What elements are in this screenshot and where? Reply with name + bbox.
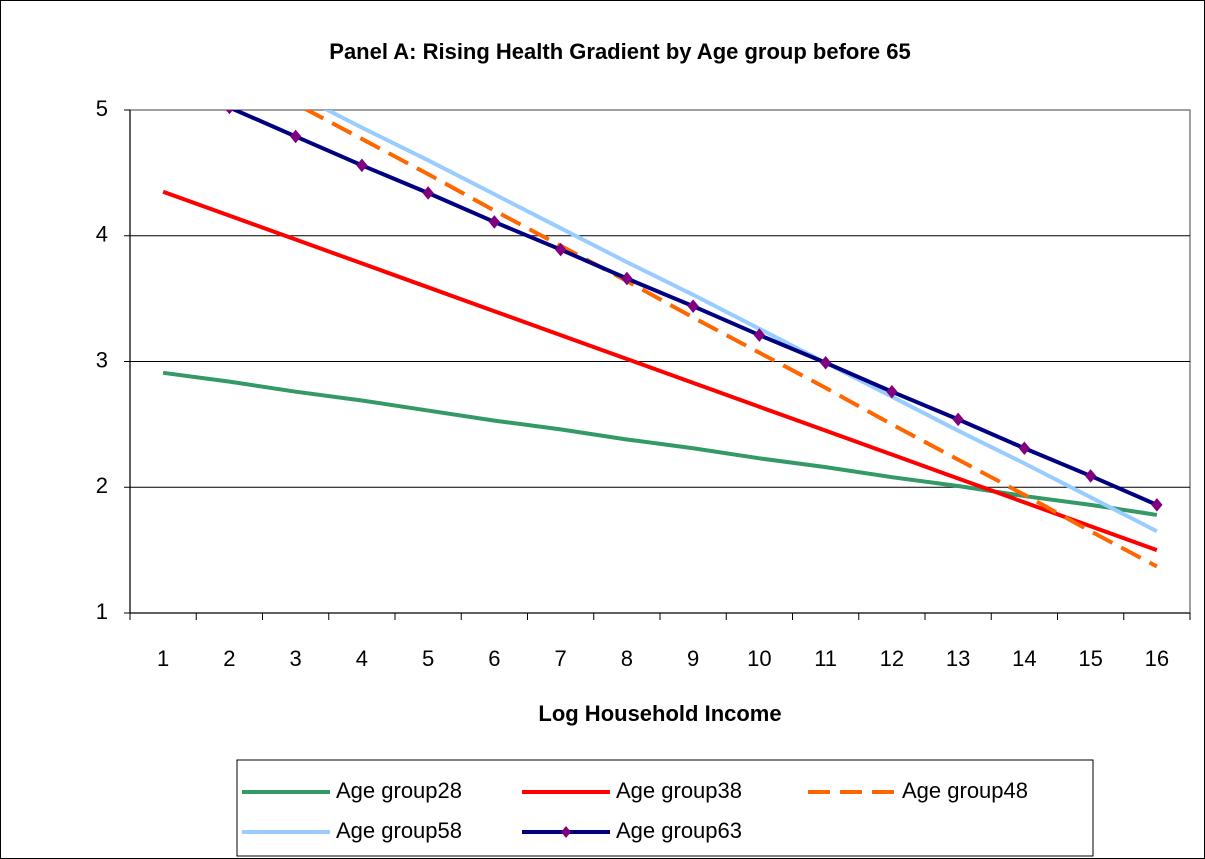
x-tick-label: 13: [946, 646, 970, 671]
point-marker: [952, 412, 964, 427]
legend: [236, 759, 1094, 857]
x-tick-label: 16: [1145, 646, 1169, 671]
point-marker: [1084, 469, 1097, 483]
legend-marker: [561, 826, 571, 838]
legend-label: Age group28: [336, 778, 462, 803]
y-tick-label: 5: [96, 96, 108, 121]
series-line: [303, 110, 1158, 569]
point-marker: [289, 129, 302, 144]
point-marker: [621, 271, 633, 286]
point-marker: [356, 158, 368, 173]
point-marker: [687, 299, 699, 313]
legend-label: Age group63: [616, 818, 742, 843]
point-marker: [554, 242, 567, 257]
x-tick-label: 10: [747, 646, 771, 671]
x-tick-label: 6: [488, 646, 500, 671]
point-marker: [225, 110, 233, 115]
point-marker: [1018, 441, 1031, 456]
series-line: [162, 189, 1158, 553]
plot-lines: [162, 110, 1163, 569]
point-marker: [1151, 498, 1163, 512]
point-marker: [422, 186, 434, 200]
x-tick-label: 4: [356, 646, 368, 671]
legend-label: Age group58: [336, 818, 462, 843]
y-tick-label: 2: [96, 473, 108, 498]
x-tick-label: 3: [290, 646, 302, 671]
chart-title: Panel A: Rising Health Gradient by Age g…: [329, 39, 910, 64]
point-marker: [753, 328, 766, 342]
x-tick-label: 2: [223, 646, 235, 671]
series-line: [230, 110, 1158, 507]
x-tick-label: 7: [555, 646, 567, 671]
x-tick-label: 12: [880, 646, 904, 671]
x-tick-label: 14: [1012, 646, 1036, 671]
point-marker: [886, 384, 898, 399]
x-tick-label: 8: [621, 646, 633, 671]
point-marker: [819, 355, 832, 370]
y-tick-label: 1: [96, 599, 108, 624]
x-tick-label: 1: [157, 646, 169, 671]
legend-label: Age group38: [616, 778, 742, 803]
x-axis-label: Log Household Income: [538, 701, 781, 726]
y-tick-label: 4: [96, 222, 108, 247]
x-tick-label: 15: [1078, 646, 1102, 671]
series-line: [323, 110, 1158, 534]
x-tick-label: 5: [422, 646, 434, 671]
legend-label: Age group48: [902, 778, 1028, 803]
y-tick-label: 3: [96, 347, 108, 372]
x-tick-label: 9: [687, 646, 699, 671]
x-tick-label: 11: [814, 646, 837, 671]
point-marker: [488, 215, 501, 229]
